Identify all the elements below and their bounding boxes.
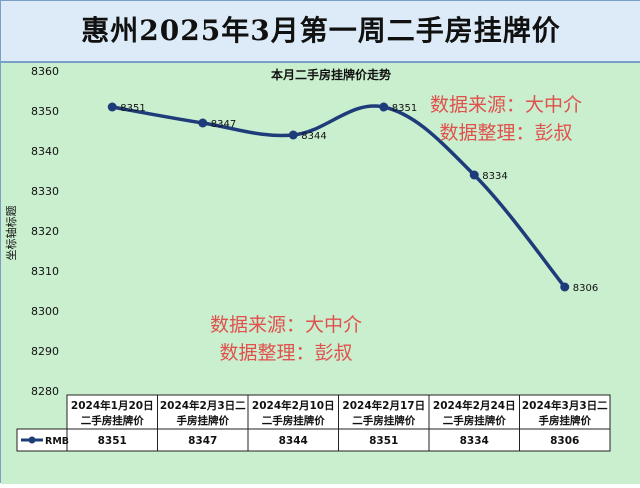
watermark-author: 数据整理：彭叔: [439, 122, 572, 144]
data-point: [379, 102, 389, 112]
table-value: 8351: [369, 435, 398, 447]
y-tick-label: 8330: [31, 185, 59, 198]
page-title: 惠州2025年3月第一周二手房挂牌价: [81, 14, 561, 47]
category-label: 手房挂牌价: [539, 414, 592, 427]
y-tick-label: 8360: [31, 65, 59, 78]
table-value: 8347: [188, 435, 217, 447]
table-value: 8306: [550, 435, 579, 447]
category-label: 二手房挂牌价: [352, 414, 415, 427]
table-value: 8344: [279, 435, 308, 447]
data-label: 8347: [211, 119, 236, 130]
data-label: 8351: [120, 103, 145, 114]
y-tick-label: 8320: [31, 225, 59, 238]
data-point: [107, 102, 117, 112]
table-data-row: [16, 428, 611, 452]
y-axis-title: 坐标轴标题: [4, 206, 18, 261]
header: 惠州2025年3月第一周二手房挂牌价: [1, 1, 640, 63]
watermark-author: 数据整理：彭叔: [219, 342, 352, 364]
chart-area: 本月二手房挂牌价走势 坐标轴标题 8280 8290 8300 8310 8320 833…: [1, 63, 640, 484]
legend-marker: [28, 436, 36, 444]
y-tick-label: 8340: [31, 145, 59, 158]
category-label: 2024年1月20日: [71, 399, 154, 412]
data-label: 8334: [482, 171, 507, 182]
watermark-source: 数据来源：大中介: [430, 94, 582, 116]
category-label: 2024年2月17日: [342, 399, 425, 412]
table-value: 8334: [460, 435, 489, 447]
data-label: 8344: [301, 131, 326, 142]
category-label: 2024年2月10日: [252, 399, 335, 412]
y-tick-label: 8300: [31, 305, 59, 318]
line-chart: 本月二手房挂牌价走势 坐标轴标题 8280 8290 8300 8310 8320 833…: [4, 65, 611, 452]
y-tick-label: 8280: [31, 385, 59, 398]
category-label: 二手房挂牌价: [443, 414, 506, 427]
category-label: 手房挂牌价: [177, 414, 230, 427]
data-label: 8351: [392, 103, 417, 114]
data-point: [560, 282, 570, 292]
table-value: 8351: [98, 435, 127, 447]
y-tick-label: 8350: [31, 105, 59, 118]
data-label: 8306: [573, 283, 598, 294]
watermark-source: 数据来源：大中介: [210, 314, 362, 336]
data-point: [469, 170, 479, 180]
category-label: 二手房挂牌价: [81, 414, 144, 427]
category-label: 二手房挂牌价: [262, 414, 325, 427]
data-point: [288, 130, 298, 140]
y-tick-label: 8290: [31, 345, 59, 358]
y-tick-label: 8310: [31, 265, 59, 278]
chart-title: 本月二手房挂牌价走势: [271, 67, 391, 82]
legend-label: RMB: [45, 436, 69, 447]
category-label: 2024年2月24日: [433, 399, 516, 412]
category-label: 2024年3月3日二: [522, 399, 608, 412]
category-label: 2024年2月3日二: [160, 399, 246, 412]
data-point: [198, 118, 208, 128]
